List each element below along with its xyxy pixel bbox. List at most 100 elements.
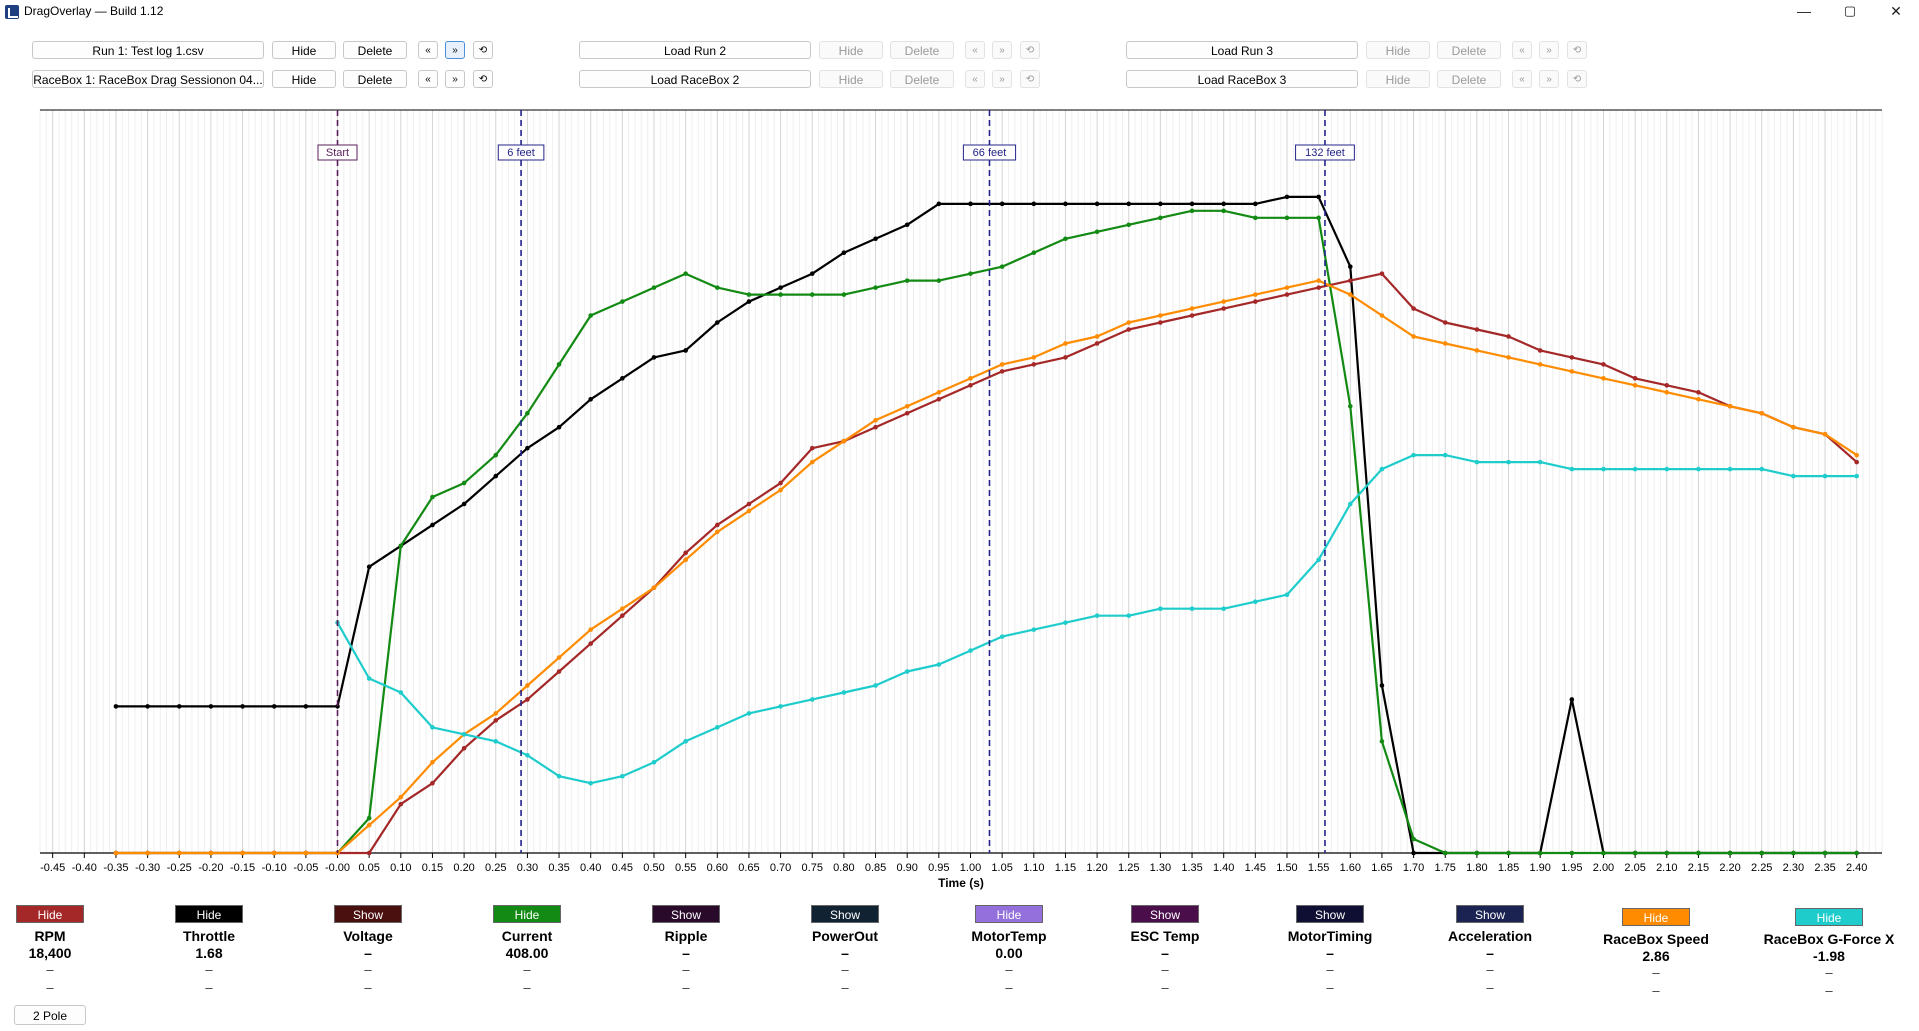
channel-name: RaceBox Speed: [1603, 931, 1709, 947]
data-point: [1094, 201, 1100, 207]
next-button[interactable]: »: [992, 41, 1012, 59]
data-point: [1347, 292, 1353, 297]
data-point: [651, 355, 657, 360]
channel-toggle-powerout[interactable]: Show: [811, 905, 879, 923]
channel-toggle-voltage[interactable]: Show: [334, 905, 402, 923]
load-button[interactable]: Load Run 3: [1126, 41, 1358, 59]
maximize-button[interactable]: ▢: [1843, 3, 1857, 18]
data-point: [683, 739, 688, 744]
data-point: [1791, 473, 1796, 479]
channel-toggle-acceleration[interactable]: Show: [1456, 905, 1524, 923]
reset-button[interactable]: ⟲: [473, 41, 493, 59]
data-point: [1506, 850, 1511, 856]
load-button[interactable]: RaceBox 1: RaceBox Drag Sessionon 04...: [32, 70, 264, 88]
channel-toggle-esc-temp[interactable]: Show: [1131, 905, 1199, 923]
hide-button[interactable]: Hide: [1366, 70, 1430, 88]
data-point: [588, 313, 594, 318]
next-button[interactable]: »: [992, 70, 1012, 88]
channel-toggle-rpm[interactable]: Hide: [16, 905, 84, 923]
data-point: [1189, 306, 1195, 311]
next-button[interactable]: »: [1539, 70, 1559, 88]
channel-min: –: [1005, 962, 1013, 977]
prev-button[interactable]: «: [418, 41, 438, 59]
x-tick-label: 0.70: [770, 862, 791, 874]
delete-button[interactable]: Delete: [343, 41, 407, 59]
next-button[interactable]: »: [1539, 41, 1559, 59]
channel-toggle-ripple[interactable]: Show: [652, 905, 720, 923]
hide-button[interactable]: Hide: [819, 70, 883, 88]
marker-label: Start: [326, 147, 349, 159]
channel-min: –: [46, 962, 54, 977]
x-tick-label: 0.15: [422, 862, 443, 874]
close-button[interactable]: ✕: [1890, 3, 1902, 19]
reset-button[interactable]: ⟲: [1020, 70, 1040, 88]
hide-button[interactable]: Hide: [272, 70, 336, 88]
channel-toggle-racebox-g-force-x[interactable]: Hide: [1795, 908, 1863, 926]
delete-button[interactable]: Delete: [890, 70, 954, 88]
channel-toggle-racebox-speed[interactable]: Hide: [1622, 908, 1690, 926]
data-point: [714, 725, 720, 730]
data-point: [714, 529, 720, 535]
data-point: [999, 634, 1005, 639]
reset-button[interactable]: ⟲: [473, 70, 493, 88]
load-button[interactable]: Load RaceBox 2: [579, 70, 811, 88]
prev-button[interactable]: «: [965, 41, 985, 59]
data-point: [1031, 250, 1037, 256]
data-point: [1347, 264, 1353, 269]
x-tick-label: -0.40: [72, 862, 97, 874]
data-point: [714, 285, 720, 290]
channel-toggle-motortiming[interactable]: Show: [1296, 905, 1364, 923]
delete-button[interactable]: Delete: [1437, 41, 1501, 59]
reset-button[interactable]: ⟲: [1567, 41, 1587, 59]
data-point: [1126, 613, 1132, 618]
data-point: [1379, 271, 1385, 276]
data-point: [1696, 466, 1701, 472]
data-point: [1126, 222, 1132, 228]
data-point: [113, 704, 119, 709]
minimize-button[interactable]: —: [1797, 3, 1811, 19]
x-tick-label: 2.30: [1783, 862, 1804, 874]
pole-button[interactable]: 2 Pole: [14, 1005, 86, 1025]
marker-label-box: [497, 144, 545, 161]
data-point: [1031, 201, 1037, 207]
next-button[interactable]: »: [445, 70, 465, 88]
data-point: [1284, 215, 1290, 221]
data-point: [1031, 355, 1037, 360]
prev-button[interactable]: «: [965, 70, 985, 88]
prev-button[interactable]: «: [1512, 70, 1532, 88]
prev-button[interactable]: «: [1512, 41, 1532, 59]
data-point: [968, 376, 973, 381]
channel-toggle-motortemp[interactable]: Hide: [975, 905, 1043, 923]
x-tick-label: -0.20: [198, 862, 223, 874]
channel-toggle-throttle[interactable]: Hide: [175, 905, 243, 923]
channel-value: –: [1486, 945, 1494, 961]
reset-button[interactable]: ⟲: [1020, 41, 1040, 59]
x-tick-label: 0.20: [453, 862, 474, 874]
data-point: [999, 264, 1005, 269]
marker-label: 66 feet: [973, 147, 1007, 159]
delete-button[interactable]: Delete: [343, 70, 407, 88]
hide-button[interactable]: Hide: [819, 41, 883, 59]
load-button[interactable]: Load Run 2: [579, 41, 811, 59]
channel-toggle-current[interactable]: Hide: [493, 905, 561, 923]
data-point: [620, 376, 625, 381]
delete-button[interactable]: Delete: [890, 41, 954, 59]
channel-max: –: [1652, 983, 1660, 998]
prev-button[interactable]: «: [418, 70, 438, 88]
data-point: [1284, 592, 1290, 598]
reset-button[interactable]: ⟲: [1567, 70, 1587, 88]
data-point: [1664, 383, 1670, 388]
next-button[interactable]: »: [445, 41, 465, 59]
hide-button[interactable]: Hide: [272, 41, 336, 59]
data-point: [1854, 459, 1859, 465]
load-button[interactable]: Run 1: Test log 1.csv: [32, 41, 264, 59]
channel-max: –: [1005, 980, 1013, 995]
data-point: [113, 850, 119, 856]
data-point: [1379, 683, 1385, 688]
x-tick-label: -0.30: [135, 862, 160, 874]
hide-button[interactable]: Hide: [1366, 41, 1430, 59]
data-point: [1442, 320, 1448, 325]
data-point: [1474, 459, 1480, 465]
delete-button[interactable]: Delete: [1437, 70, 1501, 88]
load-button[interactable]: Load RaceBox 3: [1126, 70, 1358, 88]
